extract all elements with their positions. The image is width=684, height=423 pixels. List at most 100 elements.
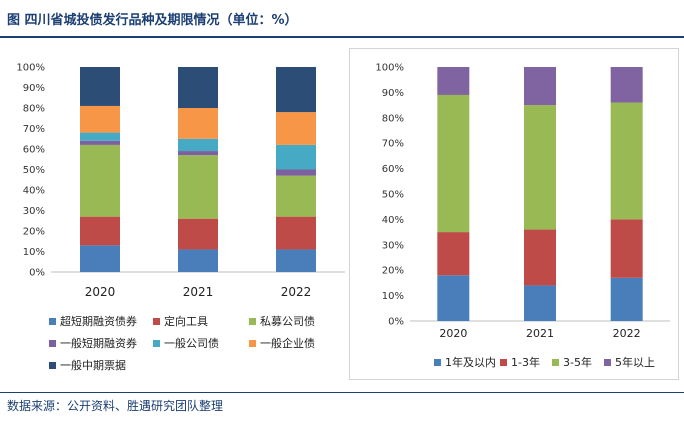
- legend-item: 3-5年: [552, 354, 592, 370]
- y-tick-label: 20%: [23, 227, 45, 238]
- y-tick-label: 0%: [29, 268, 45, 279]
- legend-item: 一般短期融资券: [49, 335, 137, 351]
- bar-segment: [178, 108, 218, 139]
- x-category-label: 2020: [85, 285, 116, 299]
- y-tick-label: 20%: [382, 266, 404, 277]
- y-tick-label: 10%: [23, 247, 45, 258]
- legend-item: 一般企业债: [249, 335, 315, 351]
- legend-item: 一般中期票据: [49, 357, 126, 373]
- bar-segment: [524, 67, 556, 106]
- bar-segment: [610, 219, 643, 278]
- y-tick-label: 60%: [382, 164, 404, 175]
- legend-swatch: [249, 317, 256, 325]
- y-tick-label: 30%: [23, 206, 45, 217]
- y-tick-label: 90%: [382, 88, 404, 99]
- bar-segment: [80, 245, 120, 272]
- bar-segment: [610, 277, 643, 321]
- y-tick-label: 70%: [382, 139, 404, 150]
- legend-label: 1年及以内: [445, 356, 496, 369]
- title-divider: [0, 36, 684, 38]
- bar-segment: [276, 112, 316, 145]
- y-tick-label: 50%: [382, 190, 404, 201]
- legend-swatch: [153, 317, 160, 325]
- term-stacked-bar-chart: 0% 10% 20% 30% 40% 50% 60% 70% 80% 90% 100% 2020 202…: [375, 63, 670, 340]
- bar-segment: [437, 94, 470, 233]
- y-tick-label: 60%: [23, 145, 45, 156]
- bar-segment: [276, 216, 316, 250]
- y-tick-label: 100%: [16, 63, 45, 74]
- bar-segment: [437, 67, 470, 95]
- bar-segment: [276, 175, 316, 217]
- y-tick-label: 50%: [23, 165, 45, 176]
- y-tick-label: 80%: [23, 104, 45, 115]
- bar-segment: [437, 232, 470, 276]
- legend-item: 私募公司债: [249, 313, 315, 329]
- legend-label: 5年以上: [615, 356, 655, 369]
- term-chart-panel: 0% 10% 20% 30% 40% 50% 60% 70% 80% 90% 100% 2020 202…: [349, 48, 679, 380]
- bar-segment: [276, 144, 316, 170]
- legend-label: 3-5年: [563, 356, 592, 369]
- legend-swatch: [500, 358, 507, 366]
- legend-label: 一般中期票据: [60, 359, 126, 372]
- y-tick-label: 90%: [23, 83, 45, 94]
- variety-chart-panel: 0% 10% 20% 30% 40% 50% 60% 70% 80% 90% 100% 2020 202…: [3, 48, 345, 380]
- bar-segment: [276, 249, 316, 272]
- legend-label: 私募公司债: [260, 315, 315, 328]
- legend-label: 一般企业债: [260, 337, 315, 350]
- page-title: 图 四川省城投债发行品种及期限情况（单位：%）: [7, 13, 298, 28]
- source-divider: [0, 392, 684, 393]
- bar-segment: [80, 216, 120, 246]
- bar-segment: [80, 132, 120, 141]
- bar-segment: [524, 229, 556, 286]
- y-tick-label: 70%: [23, 124, 45, 135]
- bar-segment: [80, 144, 120, 217]
- legend-swatch: [552, 358, 559, 366]
- legend-label: 1-3年: [511, 356, 540, 369]
- x-category-label: 2020: [439, 327, 467, 340]
- source-note: 数据来源：公开资料、胜遇研究团队整理: [7, 399, 224, 413]
- legend-swatch: [49, 361, 56, 369]
- y-tick-label: 30%: [382, 240, 404, 251]
- legend-item: 1-3年: [500, 354, 540, 370]
- bar-segment: [610, 102, 643, 220]
- bar-segment: [276, 169, 316, 176]
- bar-segment: [178, 67, 218, 108]
- bar-segment: [80, 140, 120, 145]
- legend-swatch: [49, 339, 56, 347]
- y-tick-label: 40%: [382, 215, 404, 226]
- bar-segment: [178, 151, 218, 156]
- x-category-label: 2022: [613, 327, 641, 340]
- x-category-label: 2021: [526, 327, 554, 340]
- bar-segment: [437, 275, 470, 321]
- legend-item: 5年以上: [604, 354, 655, 370]
- bar-segment: [610, 67, 643, 103]
- y-tick-label: 100%: [375, 63, 404, 74]
- legend-swatch: [153, 339, 160, 347]
- bar-segment: [178, 138, 218, 152]
- legend-item: 超短期融资债券: [49, 313, 137, 329]
- bar-segment: [80, 67, 120, 106]
- y-tick-label: 40%: [23, 186, 45, 197]
- legend-label: 定向工具: [164, 315, 208, 328]
- legend-swatch: [49, 317, 56, 325]
- bar-segment: [524, 285, 556, 321]
- x-category-label: 2022: [281, 285, 312, 299]
- legend-label: 超短期融资债券: [60, 315, 137, 328]
- y-tick-label: 0%: [388, 317, 404, 328]
- bar-segment: [178, 249, 218, 272]
- legend-label: 一般短期融资券: [60, 337, 137, 350]
- legend-label: 一般公司债: [164, 337, 219, 350]
- bar-segment: [178, 218, 218, 250]
- legend-item: 定向工具: [153, 313, 208, 329]
- legend-item: 1年及以内: [434, 354, 496, 370]
- legend-swatch: [249, 339, 256, 347]
- legend-swatch: [434, 358, 441, 366]
- bar-segment: [524, 105, 556, 230]
- bar-segment: [80, 105, 120, 133]
- y-tick-label: 80%: [382, 113, 404, 124]
- variety-stacked-bar-chart: 0% 10% 20% 30% 40% 50% 60% 70% 80% 90% 100% 2020 202…: [16, 63, 345, 299]
- legend-item: 一般公司债: [153, 335, 219, 351]
- legend-swatch: [604, 358, 611, 366]
- y-tick-label: 10%: [382, 291, 404, 302]
- bar-segment: [276, 67, 316, 113]
